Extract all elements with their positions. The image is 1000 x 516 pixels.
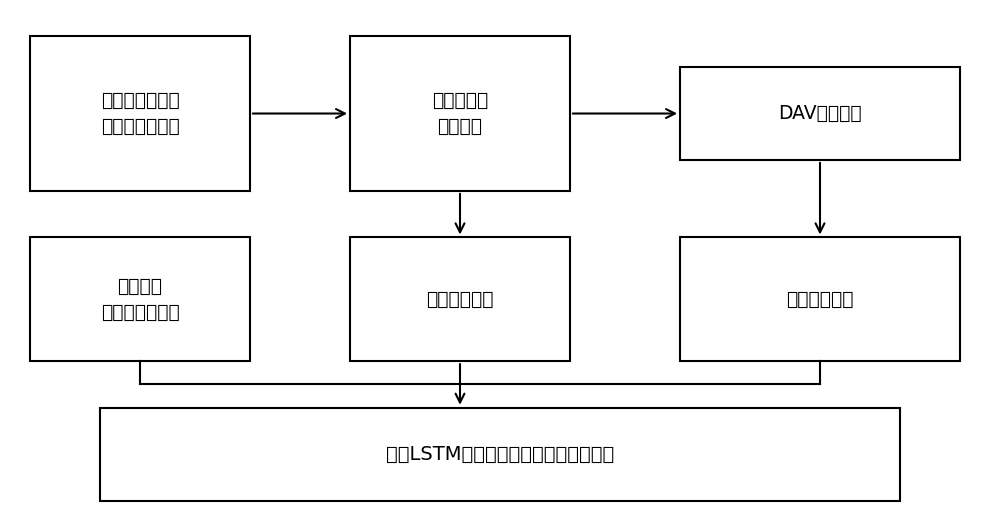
- Text: 基于LSTM网络模型的热带气旋强度监测: 基于LSTM网络模型的热带气旋强度监测: [386, 445, 614, 463]
- Text: 亮温特征参数: 亮温特征参数: [426, 290, 494, 309]
- FancyBboxPatch shape: [680, 67, 960, 160]
- FancyBboxPatch shape: [680, 237, 960, 361]
- Text: 热带气旋
最佳路径数据集: 热带气旋 最佳路径数据集: [101, 277, 179, 322]
- FancyBboxPatch shape: [30, 237, 250, 361]
- FancyBboxPatch shape: [350, 237, 570, 361]
- Text: 风云静止卫星红
外通道观测资料: 风云静止卫星红 外通道观测资料: [101, 91, 179, 136]
- FancyBboxPatch shape: [350, 36, 570, 191]
- Text: DAV分布数据: DAV分布数据: [778, 104, 862, 123]
- FancyBboxPatch shape: [100, 408, 900, 501]
- FancyBboxPatch shape: [30, 36, 250, 191]
- Text: 形态特征参数: 形态特征参数: [786, 290, 854, 309]
- Text: 标准化卫星
亮温数据: 标准化卫星 亮温数据: [432, 91, 488, 136]
